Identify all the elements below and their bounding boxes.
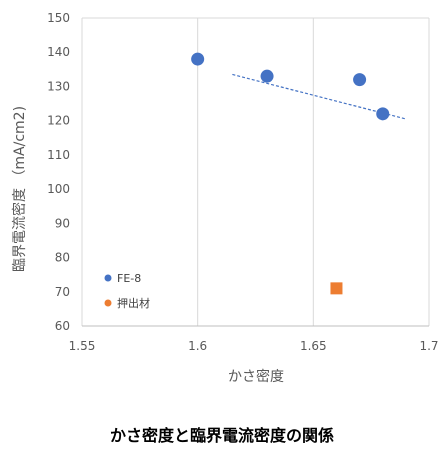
y-tick-label: 130 xyxy=(47,79,70,93)
y-tick-label: 90 xyxy=(55,216,70,230)
x-tick-label: 1.6 xyxy=(188,339,207,353)
data-point-circle xyxy=(353,73,367,87)
y-tick-label: 150 xyxy=(47,11,70,25)
figure-caption: かさ密度と臨界電流密度の関係 xyxy=(109,426,334,445)
scatter-chart: 1.55 1.6 1.65 1.7 60 70 80 90 100 110 120 130 140 150… xyxy=(11,11,439,385)
y-tick-label: 120 xyxy=(47,114,70,128)
legend-label: FE-8 xyxy=(117,272,141,285)
legend-label: 押出材 xyxy=(117,296,150,310)
plot-area xyxy=(82,18,429,326)
grid-lines xyxy=(81,17,430,326)
y-tick-label: 70 xyxy=(55,285,70,299)
y-axis-title: 臨界電流密度 （mA/cm2) xyxy=(11,106,28,272)
legend: FE-8 押出材 xyxy=(104,272,150,310)
legend-marker xyxy=(104,299,112,307)
data-point-circle xyxy=(260,69,274,83)
data-points xyxy=(191,52,390,295)
data-point-circle xyxy=(191,52,205,66)
legend-marker xyxy=(104,274,112,282)
y-tick-label: 60 xyxy=(55,319,70,333)
x-tick-label: 1.65 xyxy=(300,339,327,353)
x-tick-label: 1.7 xyxy=(419,339,438,353)
tick-labels: 1.55 1.6 1.65 1.7 60 70 80 90 100 110 120 130 140 150 xyxy=(47,11,438,353)
y-tick-label: 140 xyxy=(47,45,70,59)
x-tick-label: 1.55 xyxy=(69,339,96,353)
y-tick-label: 110 xyxy=(47,148,70,162)
y-tick-label: 80 xyxy=(55,251,70,265)
data-point-circle xyxy=(376,107,390,121)
y-tick-label: 100 xyxy=(47,182,70,196)
data-point-square xyxy=(330,282,343,295)
x-axis-title: かさ密度 xyxy=(228,368,284,385)
